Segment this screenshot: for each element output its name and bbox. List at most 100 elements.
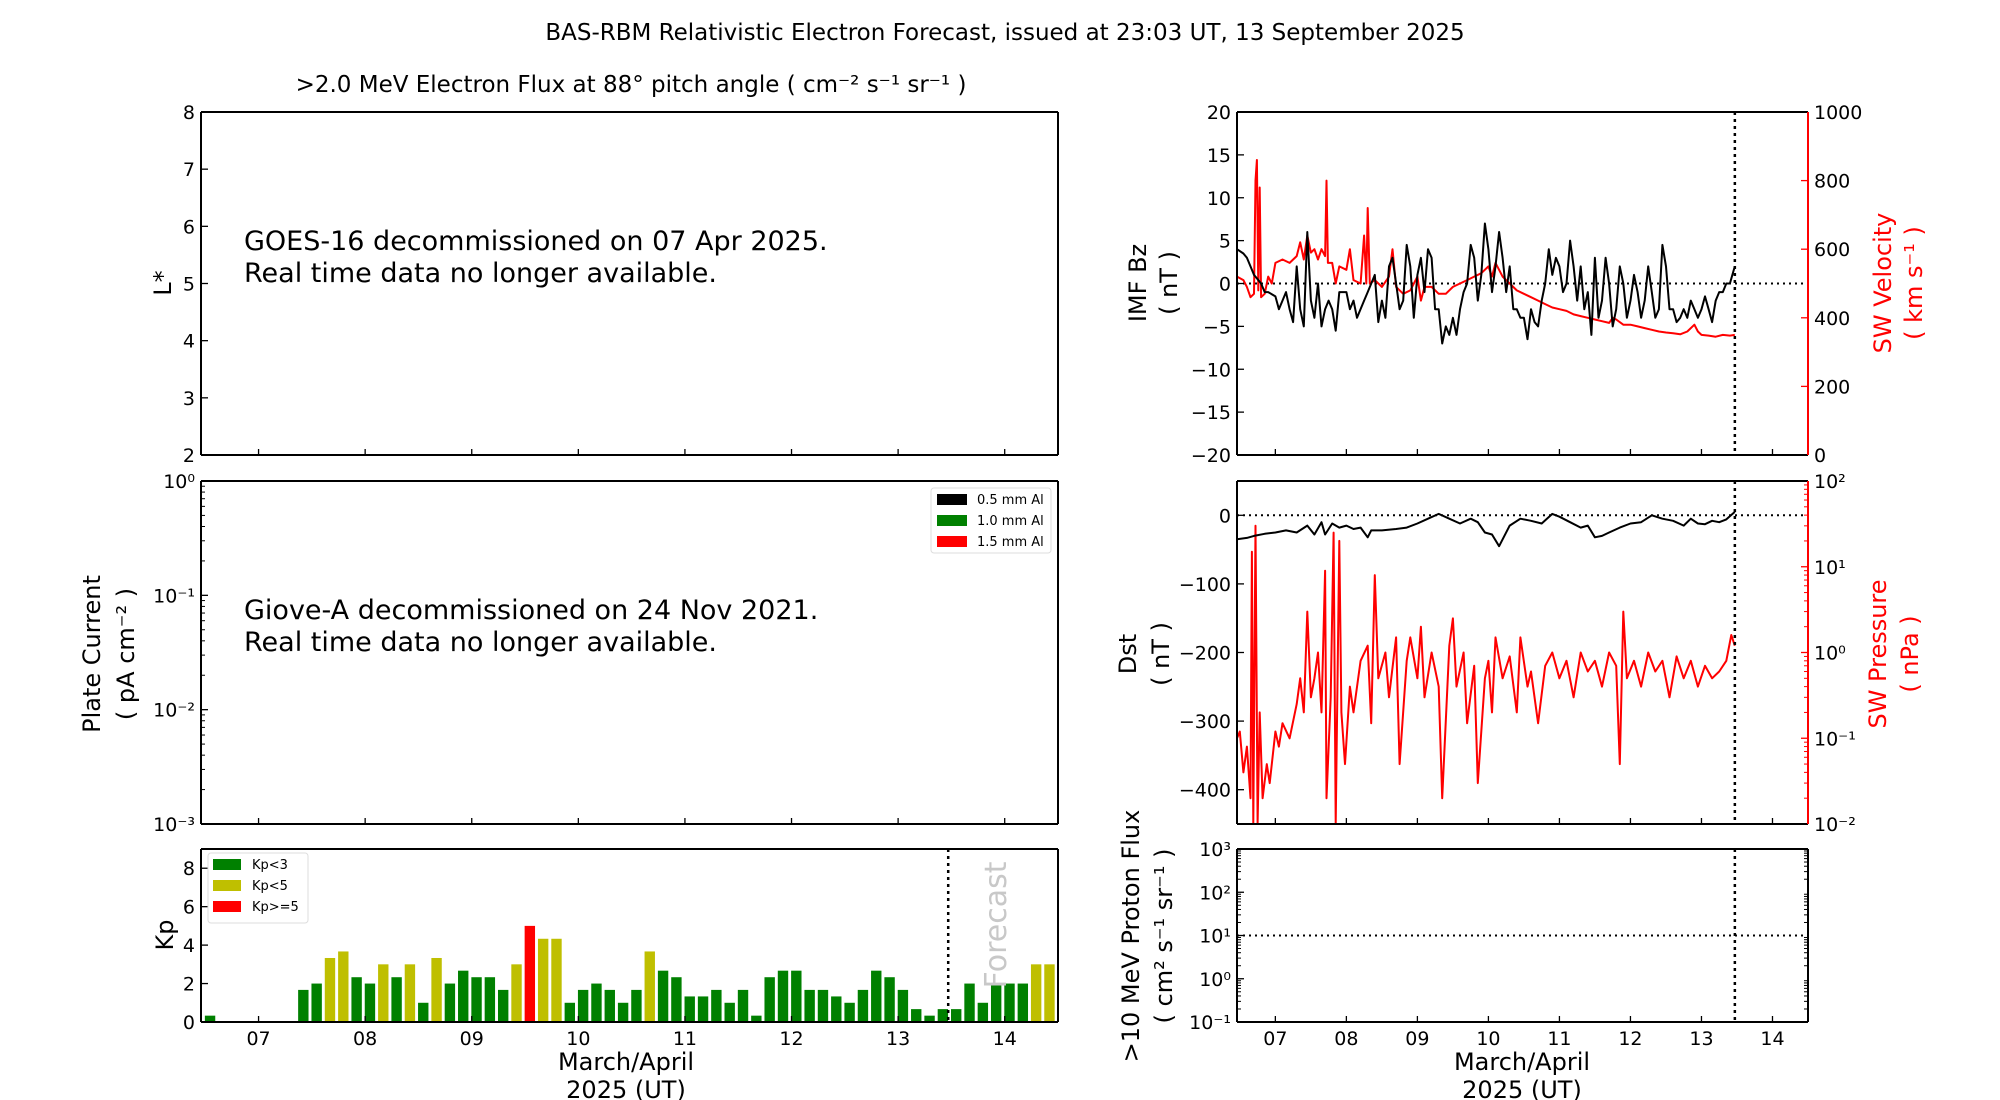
y-tick-label: 0 (1219, 505, 1231, 527)
forecast-label: Forecast (979, 861, 1014, 988)
kp-bar (724, 1002, 735, 1022)
flux-panel-title: >2.0 MeV Electron Flux at 88° pitch angl… (296, 72, 967, 98)
y-tick-label: 10⁻¹ (153, 585, 195, 607)
kp-axis-label: Kp (151, 920, 179, 951)
x-tick-label: 13 (886, 1028, 910, 1050)
y-tick-label: 2 (183, 445, 195, 467)
kp-bar (378, 964, 389, 1022)
pressure-axis-label-line2: ( nPa ) (1896, 615, 1924, 692)
giove-message-line1: Giove-A decommissioned on 24 Nov 2021. (244, 595, 818, 626)
velocity-axis-label-line2: ( km s⁻¹ ) (1900, 226, 1928, 340)
plate-panel: 10⁻³ 10⁻² 10⁻¹ 10⁰ (153, 471, 1059, 836)
y-tick-label: −100 (1179, 574, 1231, 596)
sw-velocity-line (1237, 159, 1735, 338)
y-tick-label: 400 (1814, 308, 1850, 330)
y-tick-label: −20 (1191, 445, 1231, 467)
kp-bar (431, 957, 442, 1022)
kp-bar (764, 977, 775, 1022)
kp-bar (964, 983, 975, 1022)
kp-bar (631, 989, 642, 1022)
kp-bar (298, 989, 309, 1022)
y-tick-label: 8 (183, 102, 195, 124)
imf-plot-area (1237, 112, 1808, 455)
kp-bar (524, 925, 536, 1022)
y-tick-label: 10² (1199, 882, 1231, 904)
kp-bar (871, 970, 882, 1022)
y-tick-label: 5 (1219, 231, 1231, 253)
proton-plot-area (1237, 849, 1808, 1022)
x-tick-label: 14 (993, 1028, 1017, 1050)
proton-axis-label-line1: >10 MeV Proton Flux (1117, 810, 1145, 1063)
kp-bar (751, 1015, 762, 1022)
kp-bar (511, 964, 522, 1022)
kp-bar (791, 970, 802, 1022)
y-tick-label: 5 (183, 274, 195, 296)
kp-panel: 07 08 09 10 11 12 13 14 0 2 4 6 8 (183, 848, 1059, 1050)
kp-bar (657, 970, 669, 1022)
figure-title: BAS-RBM Relativistic Electron Forecast, … (545, 20, 1464, 46)
sw-pressure-line (1237, 524, 1736, 824)
x-tick-label: 10 (566, 1028, 590, 1050)
y-tick-label: −300 (1179, 711, 1231, 733)
legend-label: 1.5 mm Al (977, 535, 1044, 550)
y-tick-label: 10⁻³ (153, 814, 195, 836)
kp-bar (404, 964, 416, 1022)
left-x-axis-label-line1: March/April (558, 1048, 694, 1076)
y-tick-label: −5 (1203, 316, 1231, 338)
y-tick-label: 200 (1814, 376, 1850, 398)
legend-swatch-red (213, 901, 241, 912)
kp-bar (684, 996, 695, 1022)
y-tick-label: 6 (183, 216, 195, 238)
kp-bar (951, 1009, 962, 1022)
plate-axis-label-line2: ( pA cm⁻² ) (112, 588, 140, 720)
y-tick-label: 2 (183, 974, 195, 996)
kp-bar (671, 977, 682, 1022)
kp-bar (884, 977, 895, 1022)
legend-swatch-green (213, 859, 241, 870)
kp-bar (591, 983, 602, 1022)
legend-swatch-green (937, 515, 967, 526)
pressure-axis-label-line1: SW Pressure (1864, 579, 1892, 728)
legend-swatch-black (937, 494, 967, 505)
kp-bar (697, 996, 709, 1022)
y-tick-label: 10⁻² (1814, 814, 1856, 836)
legend-label: Kp>=5 (252, 900, 299, 915)
y-tick-label: 7 (183, 159, 195, 181)
y-tick-label: 0 (1814, 445, 1826, 467)
kp-bar (364, 983, 376, 1022)
x-tick-label: 08 (353, 1028, 377, 1050)
x-tick-label: 07 (246, 1028, 270, 1050)
dst-plot-area (1237, 481, 1808, 824)
dst-axis-label-line1: Dst (1114, 634, 1142, 674)
x-tick-label: 07 (1263, 1028, 1287, 1050)
y-tick-label: −400 (1179, 780, 1231, 802)
right-x-axis-label-line2: 2025 (UT) (1462, 1076, 1582, 1100)
y-tick-label: 10¹ (1814, 557, 1846, 579)
y-tick-label: −15 (1191, 402, 1231, 424)
y-tick-label: 8 (183, 858, 195, 880)
kp-bar (1057, 945, 1058, 1022)
kp-bar (471, 977, 482, 1022)
giove-message-line2: Real time data no longer available. (244, 627, 717, 658)
legend-label: 0.5 mm Al (977, 493, 1044, 508)
kp-bar (537, 938, 549, 1022)
kp-bar (777, 970, 789, 1022)
x-tick-label: 14 (1760, 1028, 1784, 1050)
left-x-axis-label-line2: 2025 (UT) (566, 1076, 686, 1100)
lstar-panel: 2 3 4 5 6 7 8 (183, 102, 1059, 467)
kp-bar (577, 989, 589, 1022)
kp-bar (324, 957, 336, 1022)
kp-bar (857, 989, 869, 1022)
right-x-axis-label-line1: March/April (1454, 1048, 1590, 1076)
kp-plot-area (201, 849, 1058, 1022)
kp-bar (444, 983, 456, 1022)
y-tick-label: 20 (1207, 102, 1231, 124)
imf-bz-line (1237, 222, 1736, 345)
proton-panel: 07 08 09 10 11 12 13 14 10⁻¹ 10⁰ 10¹ 10² 10³ (1189, 839, 1809, 1050)
y-tick-label: 10⁻² (153, 700, 195, 722)
legend-swatch-red (937, 536, 967, 547)
y-tick-label: 3 (183, 388, 195, 410)
kp-bar (617, 1002, 629, 1022)
y-tick-label: 10⁰ (1199, 969, 1231, 991)
x-tick-label: 13 (1689, 1028, 1713, 1050)
